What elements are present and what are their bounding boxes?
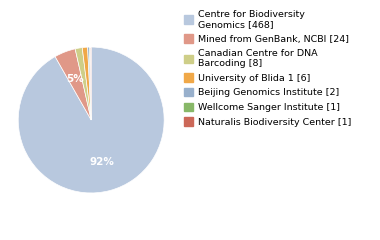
- Text: 92%: 92%: [90, 157, 115, 167]
- Wedge shape: [90, 47, 91, 120]
- Wedge shape: [82, 47, 91, 120]
- Legend: Centre for Biodiversity
Genomics [468], Mined from GenBank, NCBI [24], Canadian : Centre for Biodiversity Genomics [468], …: [184, 10, 351, 127]
- Wedge shape: [55, 49, 91, 120]
- Text: 5%: 5%: [66, 74, 84, 84]
- Wedge shape: [75, 48, 91, 120]
- Wedge shape: [88, 47, 91, 120]
- Wedge shape: [18, 47, 164, 193]
- Wedge shape: [89, 47, 91, 120]
